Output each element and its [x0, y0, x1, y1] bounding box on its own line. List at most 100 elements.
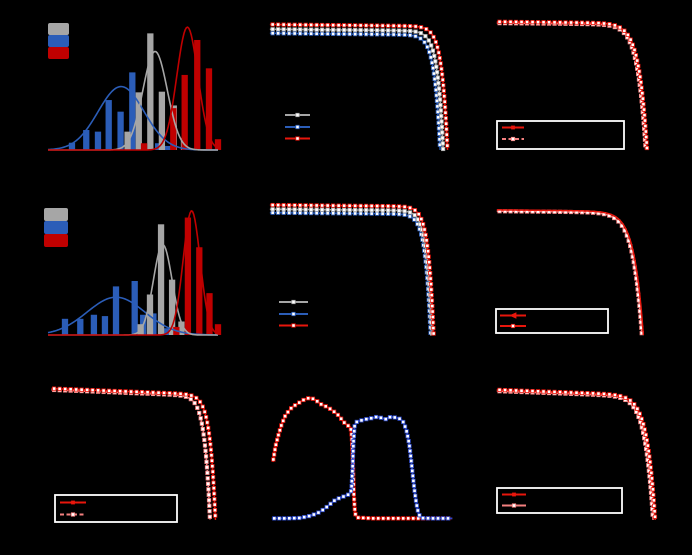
data-marker	[585, 391, 590, 396]
hist-bar	[90, 314, 98, 335]
data-marker	[432, 53, 437, 59]
data-marker	[444, 121, 449, 126]
data-marker	[519, 19, 524, 25]
data-marker	[423, 232, 428, 238]
data-marker	[386, 204, 391, 209]
data-marker	[430, 48, 436, 53]
data-marker	[276, 202, 281, 208]
data-marker	[510, 136, 516, 142]
data-marker	[552, 389, 557, 395]
data-marker	[412, 208, 418, 213]
data-marker	[511, 125, 515, 130]
data-marker	[270, 207, 275, 212]
data-marker	[347, 207, 352, 213]
data-marker	[497, 387, 502, 392]
data-marker	[287, 207, 292, 212]
legend-swatch-bar_red	[48, 47, 69, 59]
data-marker	[203, 415, 209, 420]
data-marker	[651, 498, 656, 503]
data-marker	[386, 211, 391, 216]
data-marker	[440, 130, 445, 135]
data-marker	[438, 108, 443, 113]
data-marker	[416, 212, 421, 217]
data-marker	[369, 203, 374, 209]
data-marker	[206, 498, 212, 503]
data-marker	[409, 463, 414, 469]
data-marker	[552, 20, 557, 25]
data-marker	[295, 136, 300, 141]
data-marker	[406, 516, 411, 521]
data-marker	[350, 454, 356, 459]
data-marker	[429, 298, 435, 303]
data-marker	[281, 203, 286, 208]
data-marker	[440, 135, 445, 141]
data-marker	[430, 314, 435, 320]
data-marker	[205, 476, 210, 481]
data-marker	[644, 134, 649, 140]
data-marker	[364, 23, 369, 28]
data-marker	[287, 516, 292, 521]
data-marker	[402, 32, 407, 37]
data-marker	[350, 459, 355, 464]
data-marker	[298, 207, 303, 212]
data-marker	[644, 438, 650, 443]
data-marker	[438, 61, 443, 66]
data-marker	[212, 502, 217, 507]
data-marker	[350, 474, 355, 479]
data-marker	[336, 203, 341, 208]
data-marker	[291, 311, 296, 317]
data-marker	[201, 432, 206, 437]
data-marker	[353, 512, 358, 517]
data-marker	[335, 412, 341, 418]
data-marker	[323, 404, 328, 409]
data-marker	[336, 27, 341, 33]
data-marker	[358, 23, 363, 28]
data-marker	[350, 469, 355, 474]
data-marker	[358, 203, 363, 208]
data-marker	[512, 492, 516, 497]
hist-bar	[178, 321, 185, 335]
data-marker	[325, 27, 330, 32]
data-marker	[541, 389, 546, 394]
data-marker	[359, 418, 364, 423]
data-marker	[207, 436, 212, 441]
data-marker	[325, 211, 330, 216]
data-marker	[287, 31, 292, 36]
data-marker	[347, 27, 352, 33]
data-marker	[205, 481, 211, 486]
data-marker	[291, 299, 296, 305]
data-marker	[386, 32, 391, 37]
hist-bar	[194, 39, 201, 151]
panel-hist-gauss-top-left	[47, 23, 222, 151]
data-marker	[408, 28, 413, 34]
data-marker	[90, 388, 95, 393]
data-marker	[625, 32, 630, 38]
data-marker	[200, 426, 205, 432]
data-marker	[281, 418, 286, 423]
data-marker	[429, 60, 435, 65]
data-marker	[546, 20, 552, 25]
data-marker	[276, 207, 281, 212]
data-marker	[433, 59, 438, 64]
legend-hist-gauss-mid-left	[44, 208, 68, 247]
data-marker	[192, 400, 197, 406]
hist-bar	[196, 247, 203, 335]
data-marker	[418, 31, 423, 36]
data-marker	[282, 516, 287, 521]
data-marker	[350, 464, 355, 469]
data-marker	[320, 507, 325, 513]
data-marker	[107, 388, 112, 393]
data-marker	[309, 27, 314, 32]
data-marker	[194, 395, 199, 401]
data-marker	[435, 70, 440, 75]
data-marker	[421, 222, 426, 227]
data-marker	[434, 64, 439, 69]
data-marker	[440, 516, 446, 521]
data-marker	[270, 22, 275, 27]
data-marker	[402, 212, 407, 217]
data-marker	[292, 403, 298, 408]
data-marker	[128, 389, 134, 394]
data-marker	[647, 454, 652, 459]
hist-bar	[129, 72, 136, 151]
data-marker	[292, 27, 297, 32]
